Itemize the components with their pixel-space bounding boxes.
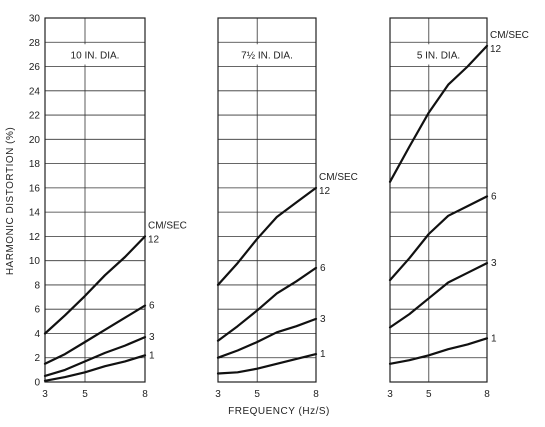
series-line-1 bbox=[388, 337, 489, 365]
x-tick-label: 5 bbox=[82, 389, 88, 400]
y-tick-label: 6 bbox=[34, 305, 40, 316]
y-axis-label-group: HARMONIC DISTORTION (%) bbox=[5, 127, 16, 275]
y-tick-label: 16 bbox=[29, 183, 41, 194]
series-label: 6 bbox=[149, 301, 155, 312]
series-label: 6 bbox=[320, 263, 326, 274]
unit-label: CM/SEC bbox=[319, 172, 358, 183]
x-tick-label: 8 bbox=[142, 389, 148, 400]
series-line-12 bbox=[216, 186, 318, 286]
series-label: 3 bbox=[320, 314, 326, 325]
y-tick-label: 4 bbox=[34, 329, 40, 340]
y-tick-label: 0 bbox=[34, 378, 40, 389]
series-label: 12 bbox=[490, 44, 502, 55]
x-tick-label: 5 bbox=[254, 389, 260, 400]
x-tick-label: 5 bbox=[426, 389, 432, 400]
panel-title: 10 IN. DIA. bbox=[71, 50, 120, 61]
series-line-1 bbox=[43, 354, 147, 382]
y-tick-label: 8 bbox=[34, 280, 40, 291]
series-label: 1 bbox=[320, 349, 326, 360]
series-label: 1 bbox=[491, 333, 497, 344]
y-tick-label: 20 bbox=[29, 135, 41, 146]
unit-label: CM/SEC bbox=[490, 30, 529, 41]
series-line-12 bbox=[388, 44, 489, 183]
y-tick-label: 28 bbox=[29, 38, 41, 49]
x-tick-label: 8 bbox=[484, 389, 490, 400]
series-line-3 bbox=[388, 262, 489, 329]
x-tick-label: 8 bbox=[313, 389, 319, 400]
x-tick-label: 3 bbox=[215, 389, 221, 400]
panel-frame bbox=[217, 17, 317, 383]
series-label: 3 bbox=[149, 332, 155, 343]
panel-frame bbox=[389, 17, 488, 383]
series-label: 6 bbox=[491, 191, 497, 202]
series-label: 1 bbox=[149, 350, 155, 361]
panel-title-bg bbox=[391, 44, 486, 65]
unit-label: CM/SEC bbox=[148, 220, 187, 231]
panel-1: 10 IN. DIA. 3 5 8 CM/SEC 12 6 3 1 bbox=[42, 17, 187, 400]
panel-2: 7½ IN. DIA. 3 5 8 CM/SEC 12 6 3 1 bbox=[215, 17, 358, 400]
series-label: 12 bbox=[319, 186, 331, 197]
series-line-6 bbox=[216, 266, 318, 342]
panels: 10 IN. DIA. 3 5 8 CM/SEC 12 6 3 1 7½ IN. DIA. 3 5 8 C… bbox=[42, 17, 529, 400]
x-tick-label: 3 bbox=[387, 389, 393, 400]
series-line-6 bbox=[388, 195, 489, 282]
series-line-6 bbox=[43, 304, 147, 365]
y-tick-label: 22 bbox=[29, 111, 41, 122]
panel-title: 5 IN. DIA. bbox=[417, 50, 460, 61]
series-line-3 bbox=[216, 317, 318, 359]
panel-title: 7½ IN. DIA. bbox=[241, 50, 293, 61]
panel-3: 5 IN. DIA. 3 5 8 CM/SEC 12 6 3 1 bbox=[387, 17, 529, 400]
y-tick-label: 10 bbox=[29, 256, 41, 267]
series-label: 12 bbox=[148, 234, 160, 245]
y-tick-label: 14 bbox=[29, 208, 41, 219]
panel-title-bg bbox=[46, 44, 144, 65]
y-tick-label: 18 bbox=[29, 159, 41, 170]
x-axis-label: FREQUENCY (Hz/S) bbox=[228, 406, 330, 417]
series-label: 3 bbox=[491, 258, 497, 269]
x-tick-label: 3 bbox=[42, 389, 48, 400]
y-tick-label: 30 bbox=[29, 14, 41, 25]
series-line-1 bbox=[216, 353, 318, 375]
y-tick-label: 2 bbox=[34, 353, 40, 364]
series-line-12 bbox=[43, 235, 147, 335]
y-tick-label: 24 bbox=[29, 86, 41, 97]
y-tick-label: 26 bbox=[29, 62, 41, 73]
y-axis-label: HARMONIC DISTORTION (%) bbox=[5, 127, 16, 275]
panel-frame bbox=[44, 17, 146, 383]
series-line-3 bbox=[43, 336, 147, 377]
y-tick-label: 12 bbox=[29, 232, 41, 243]
panel-title-bg bbox=[219, 44, 315, 65]
